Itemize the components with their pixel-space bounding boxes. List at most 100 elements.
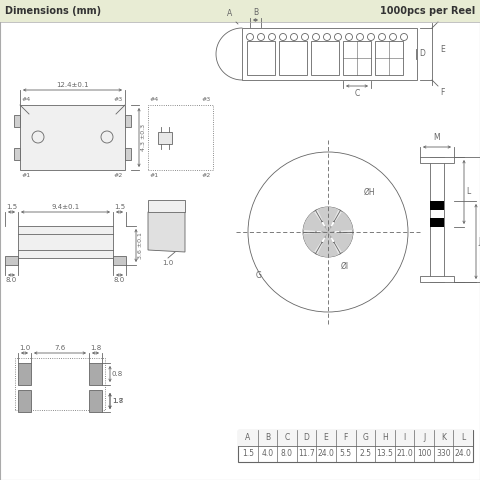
Text: 1.5: 1.5 xyxy=(242,449,254,458)
Bar xyxy=(158,132,172,144)
Bar xyxy=(430,157,444,282)
Text: L: L xyxy=(461,433,465,443)
Bar xyxy=(14,148,20,160)
Text: 1.8: 1.8 xyxy=(90,345,101,351)
Bar xyxy=(311,41,339,75)
Text: 1.0: 1.0 xyxy=(162,260,174,266)
Text: 1.0: 1.0 xyxy=(19,345,30,351)
Bar xyxy=(238,430,473,446)
Circle shape xyxy=(101,131,113,143)
Circle shape xyxy=(400,34,408,40)
Text: F: F xyxy=(344,433,348,443)
Text: 13.5: 13.5 xyxy=(376,449,393,458)
Circle shape xyxy=(312,34,320,40)
Text: K: K xyxy=(441,433,446,443)
Text: 8.0: 8.0 xyxy=(281,449,293,458)
Bar xyxy=(148,105,213,170)
Text: M: M xyxy=(434,133,440,142)
Text: 3.6 ±0.1: 3.6 ±0.1 xyxy=(138,232,143,259)
Bar xyxy=(125,115,131,127)
Text: 21.0: 21.0 xyxy=(396,449,413,458)
Bar xyxy=(113,256,126,265)
Circle shape xyxy=(290,34,298,40)
Text: 8.0: 8.0 xyxy=(6,277,17,283)
Bar xyxy=(420,157,454,163)
Circle shape xyxy=(346,34,352,40)
Circle shape xyxy=(257,34,264,40)
Circle shape xyxy=(268,34,276,40)
Text: E: E xyxy=(440,45,445,53)
Text: 9.4±0.1: 9.4±0.1 xyxy=(51,204,80,210)
Circle shape xyxy=(32,131,44,143)
Text: B: B xyxy=(265,433,270,443)
Text: J: J xyxy=(478,237,480,246)
Circle shape xyxy=(301,34,309,40)
Text: #4: #4 xyxy=(150,97,159,102)
Text: #4: #4 xyxy=(22,97,31,102)
Circle shape xyxy=(247,34,253,40)
Text: #3: #3 xyxy=(202,97,211,102)
Bar xyxy=(238,430,473,462)
Polygon shape xyxy=(303,232,328,252)
Text: G: G xyxy=(362,433,368,443)
Circle shape xyxy=(322,226,334,238)
Text: 5.5: 5.5 xyxy=(340,449,352,458)
Circle shape xyxy=(303,207,353,257)
Bar xyxy=(430,201,444,210)
Text: 4.3 ±0.3: 4.3 ±0.3 xyxy=(141,124,146,151)
Text: I: I xyxy=(403,433,406,443)
Text: L: L xyxy=(466,188,470,196)
Text: Dimensions (mm): Dimensions (mm) xyxy=(5,6,101,16)
Bar xyxy=(15,358,105,410)
Text: 2.5: 2.5 xyxy=(360,449,372,458)
Text: A: A xyxy=(245,433,251,443)
Text: 330: 330 xyxy=(436,449,451,458)
Text: 24.0: 24.0 xyxy=(318,449,335,458)
Text: J: J xyxy=(423,433,425,443)
Text: 1.5: 1.5 xyxy=(6,204,17,210)
Bar xyxy=(375,41,403,75)
Text: 100: 100 xyxy=(417,449,432,458)
Text: 24.0: 24.0 xyxy=(455,449,472,458)
Circle shape xyxy=(368,34,374,40)
Text: G: G xyxy=(256,272,262,280)
Text: #1: #1 xyxy=(22,173,31,178)
Polygon shape xyxy=(303,212,328,232)
Text: C: C xyxy=(354,89,360,98)
Bar xyxy=(18,363,31,385)
Text: 7.6: 7.6 xyxy=(54,345,66,351)
Circle shape xyxy=(316,220,340,244)
Text: C: C xyxy=(284,433,289,443)
Bar xyxy=(343,41,371,75)
Text: A: A xyxy=(227,9,232,18)
Polygon shape xyxy=(317,207,338,232)
Bar xyxy=(430,218,444,227)
Bar xyxy=(89,363,102,385)
Polygon shape xyxy=(317,232,338,257)
Bar xyxy=(5,256,18,265)
Text: ØI: ØI xyxy=(340,262,348,271)
Text: 1000pcs per Reel: 1000pcs per Reel xyxy=(380,6,475,16)
Circle shape xyxy=(279,34,287,40)
Bar xyxy=(0,0,480,22)
Circle shape xyxy=(357,34,363,40)
Polygon shape xyxy=(328,232,353,252)
Text: H: H xyxy=(382,433,388,443)
Text: 1.7: 1.7 xyxy=(112,398,123,404)
Text: D: D xyxy=(419,49,425,59)
Bar xyxy=(89,390,102,412)
Circle shape xyxy=(335,34,341,40)
Bar xyxy=(247,41,275,75)
Circle shape xyxy=(248,152,408,312)
Circle shape xyxy=(379,34,385,40)
Text: 8.0: 8.0 xyxy=(114,277,125,283)
Circle shape xyxy=(389,34,396,40)
Text: 4.0: 4.0 xyxy=(261,449,274,458)
Bar xyxy=(279,41,307,75)
Bar xyxy=(14,115,20,127)
Text: 11.7: 11.7 xyxy=(298,449,315,458)
Bar xyxy=(20,105,125,170)
Text: E: E xyxy=(324,433,328,443)
Text: 1.8: 1.8 xyxy=(112,398,123,404)
Text: 0.8: 0.8 xyxy=(112,371,123,377)
